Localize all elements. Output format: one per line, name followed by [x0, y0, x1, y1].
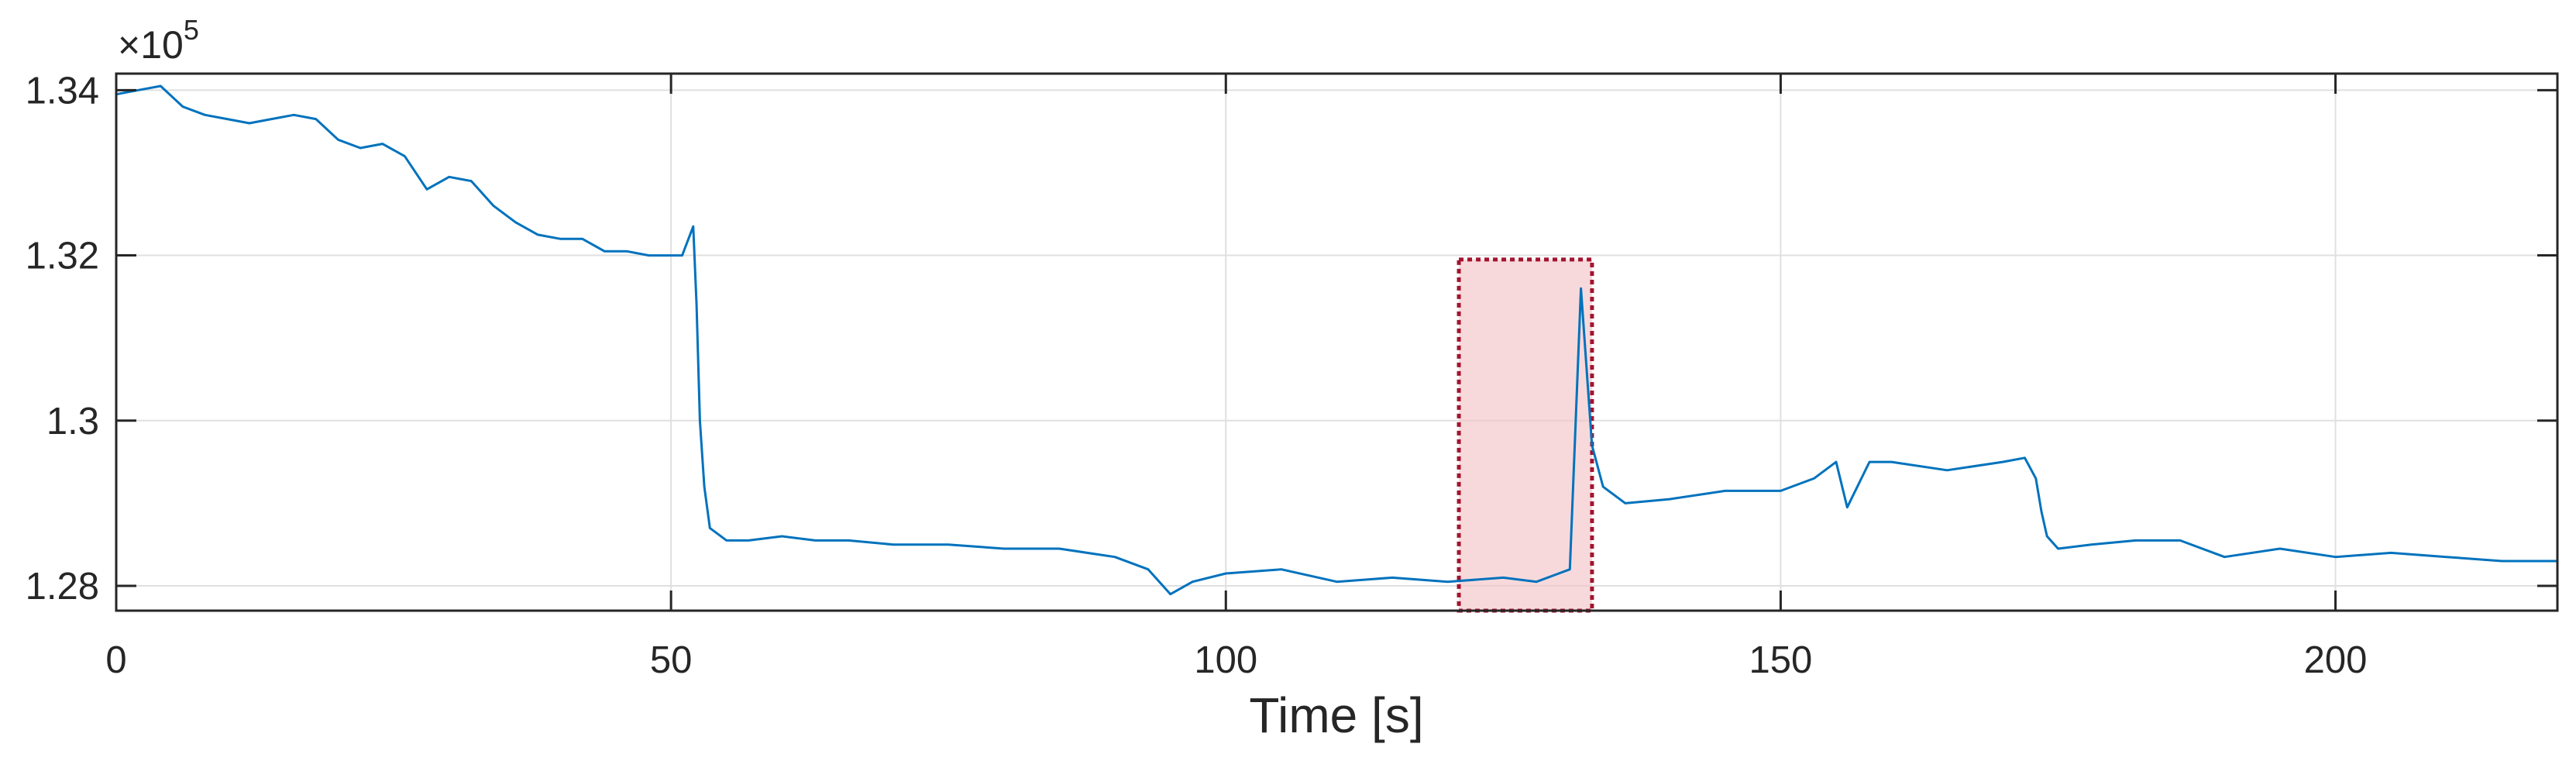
x-axis-label: Time [s]: [1249, 687, 1423, 743]
y-tick-label: 1.3: [46, 401, 99, 442]
tick-marks: [115, 74, 2557, 611]
x-tick-label: 150: [1749, 639, 1813, 681]
x-tick-label: 0: [105, 639, 126, 681]
exponent-power: 5: [184, 14, 199, 46]
grid-lines: [115, 74, 2557, 611]
x-tick-label: 50: [650, 639, 693, 681]
exponent-base: ×10: [118, 23, 184, 67]
plot-background: [116, 74, 2557, 611]
x-tick-labels: 0 50 100 150 200: [105, 639, 2367, 681]
y-tick-label: 1.34: [26, 70, 99, 112]
x-tick-label: 200: [2304, 639, 2368, 681]
y-tick-label: 1.28: [26, 566, 99, 608]
y-tick-label: 1.32: [26, 236, 99, 277]
series-layer: [115, 84, 2557, 596]
highlight-region: [1457, 257, 1594, 613]
series-line: [115, 84, 2557, 596]
highlight-box: [1457, 257, 1594, 613]
plot-frame: [115, 72, 2559, 612]
x-tick-label: 100: [1194, 639, 1257, 681]
exponent-label: ×105: [118, 14, 199, 67]
y-tick-labels: 1.28 1.3 1.32 1.34: [26, 70, 99, 608]
